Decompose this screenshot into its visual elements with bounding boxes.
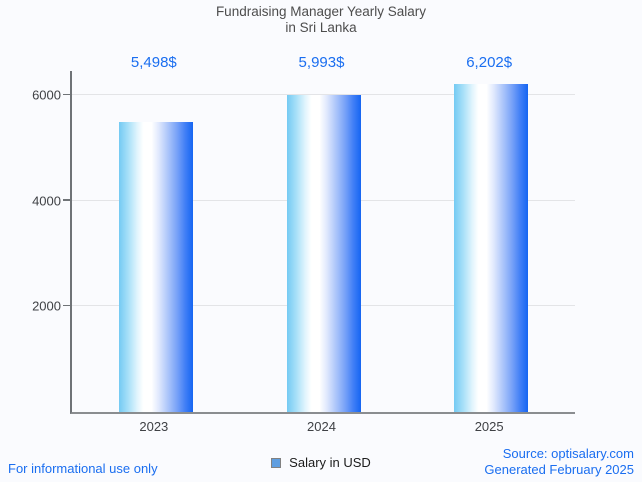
value-label-2025: 6,202$ [466,54,513,71]
informational-note: For informational use only [8,461,158,476]
bar-2025 [454,84,529,412]
source-link[interactable]: Source: optisalary.com [502,446,634,461]
gridline-6000 [72,94,575,96]
y-tick-label-4000: 4000 [32,193,61,209]
value-label-2023: 5,498$ [130,54,177,71]
bar-2023 [118,121,193,412]
legend-swatch-icon [271,457,282,468]
x-axis-label-2025: 2025 [474,419,504,434]
bar-2024 [286,95,361,412]
footer-source-block: Source: optisalary.com Generated Februar… [484,446,634,477]
chart-title-line2: in Sri Lanka [285,19,357,35]
y-tick-mark-6000 [63,93,70,96]
legend[interactable]: Salary in USD [0,455,642,470]
y-tick-label-6000: 6000 [32,87,61,103]
generated-date: Generated February 2025 [484,461,634,477]
chart-title-line1: Fundraising Manager Yearly Salary [215,4,427,19]
x-axis-label-2024: 2024 [307,419,336,434]
y-tick-label-2000: 2000 [32,298,61,314]
legend-label: Salary in USD [289,455,371,470]
value-label-2024: 5,993$ [298,54,345,71]
x-axis-label-2023: 2023 [139,419,169,434]
plot-area: 2000 4000 6000 [32,71,575,414]
chart-title: Fundraising Manager Yearly Salary in Sri… [0,4,642,35]
value-label-row: 5,498$ 5,993$ 6,202$ [70,54,573,74]
y-tick-mark-2000 [63,304,70,307]
y-tick-mark-4000 [63,199,70,201]
x-axis-label-row: 2023 2024 2025 [70,419,573,439]
